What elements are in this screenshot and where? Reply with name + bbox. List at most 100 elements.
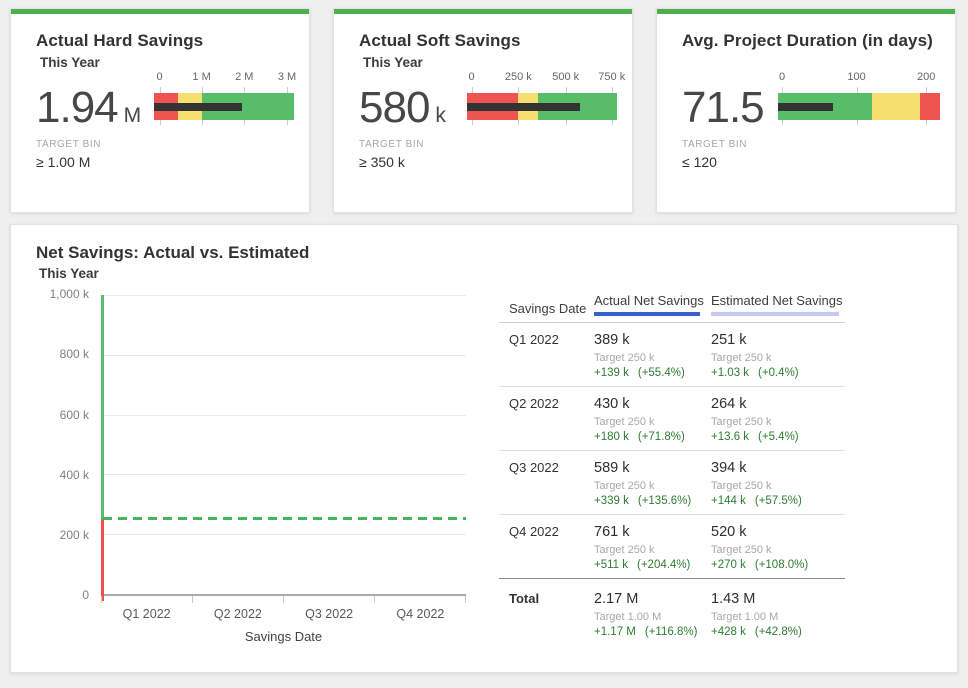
- row-period-label: Total: [509, 591, 540, 606]
- estimated-cell: 1.43 M Target 1.00 M +428 k (+42.8%): [711, 591, 845, 649]
- bullet-chart[interactable]: 0 250 k 500 k 750 k: [467, 71, 625, 129]
- card-accent-strip: [657, 9, 955, 14]
- estimated-cell: 520 k Target 250 k +270 k (+108.0%): [711, 524, 845, 578]
- actual-cell: 389 k Target 250 k +139 k (+55.4%): [594, 332, 711, 386]
- x-axis-labels: Q1 2022 Q2 2022 Q3 2022 Q4 2022: [101, 607, 466, 621]
- estimated-series-legend-swatch: [711, 312, 839, 316]
- estimated-target: Target 250 k: [711, 544, 772, 556]
- bullet-tick-label: 3 M: [277, 71, 297, 83]
- kpi-value: 1.94 M: [36, 83, 141, 133]
- actual-cell: 430 k Target 250 k +180 k (+71.8%): [594, 396, 711, 450]
- table-header-row: Savings Date Actual Net Savings Estimate…: [499, 293, 845, 323]
- card-title: Actual Hard Savings: [36, 31, 204, 50]
- card-accent-strip: [11, 9, 309, 14]
- gridline: [101, 474, 466, 476]
- gridline: [101, 295, 466, 296]
- actual-value: 2.17 M: [594, 591, 639, 607]
- estimated-target: Target 250 k: [711, 480, 772, 492]
- bullet-band-warn: [871, 93, 920, 120]
- bullet-tick-label: 1 M: [192, 71, 211, 83]
- row-period-label: Q3 2022: [509, 460, 559, 475]
- target-bin-value: ≥ 350 k: [359, 154, 405, 170]
- bullet-measure-bar: [778, 103, 834, 111]
- estimated-target: Target 250 k: [711, 352, 772, 364]
- x-axis-tick-label: Q3 2022: [305, 607, 354, 621]
- bullet-tick-label: 2 M: [235, 71, 254, 83]
- gridline: [101, 534, 466, 536]
- x-axis-tick-label: Q4 2022: [396, 607, 445, 621]
- actual-delta: +511 k (+204.4%): [594, 559, 691, 571]
- net-savings-table: Savings Date Actual Net Savings Estimate…: [499, 293, 845, 649]
- kpi-value-number: 1.94: [36, 83, 119, 132]
- bullet-chart[interactable]: 0 100 200: [778, 71, 940, 129]
- estimated-target: Target 1.00 M: [711, 611, 779, 623]
- x-axis-tick-label: Q2 2022: [213, 607, 262, 621]
- bullet-tick-label: 200: [917, 71, 936, 83]
- x-axis-tick-mark: [283, 596, 284, 603]
- table-row-q1[interactable]: Q1 2022 389 k Target 250 k +139 k (+55.4%…: [499, 323, 845, 387]
- estimated-delta: +270 k (+108.0%): [711, 559, 809, 571]
- bullet-chart[interactable]: 0 1 M 2 M 3 M: [154, 71, 297, 129]
- bullet-tick-label: 0: [778, 71, 786, 83]
- target-bin-value: ≥ 1.00 M: [36, 154, 91, 170]
- gridline: [101, 414, 466, 416]
- estimated-value: 251 k: [711, 332, 747, 348]
- table-row-q4[interactable]: Q4 2022 761 k Target 250 k +511 k (+204.4…: [499, 515, 845, 579]
- y-axis-tick-label: 0: [82, 588, 89, 602]
- actual-delta: +339 k (+135.6%): [594, 495, 692, 507]
- actual-target: Target 250 k: [594, 480, 655, 492]
- x-axis-tick-label: Q1 2022: [122, 607, 171, 621]
- bullet-tick-label: 750 k: [598, 71, 626, 83]
- actual-value: 430 k: [594, 396, 630, 412]
- estimated-delta: +1.03 k (+0.4%): [711, 367, 799, 379]
- target-bin-value: ≤ 120: [682, 154, 717, 170]
- column-header-actual: Actual Net Savings: [594, 293, 711, 316]
- bullet-tick-label: 100: [847, 71, 866, 83]
- bullet-tick-label: 0: [468, 71, 475, 83]
- kpi-card-actual-soft-savings: Actual Soft Savings This Year 580 k 0 25…: [333, 8, 633, 213]
- estimated-cell: 264 k Target 250 k +13.6 k (+5.4%): [711, 396, 845, 450]
- estimated-delta: +144 k (+57.5%): [711, 495, 802, 507]
- actual-value: 761 k: [594, 524, 630, 540]
- y-axis-tick-label: 400 k: [59, 468, 89, 482]
- bullet-measure-bar: [154, 103, 242, 111]
- estimated-delta: +428 k (+42.8%): [711, 626, 802, 638]
- y-axis-below-target: [101, 519, 104, 601]
- kpi-card-avg-project-duration: Avg. Project Duration (in days) 71.5 0 1…: [656, 8, 956, 213]
- actual-delta: +180 k (+71.8%): [594, 431, 685, 443]
- target-bin-label: TARGET BIN: [682, 139, 748, 150]
- kpi-value-unit: k: [435, 104, 446, 127]
- table-row-total[interactable]: Total 2.17 M Target 1.00 M +1.17 M (+116.…: [499, 579, 845, 649]
- bullet-measure-bar: [467, 103, 581, 111]
- y-axis-above-target: [101, 295, 104, 520]
- target-line: [103, 517, 466, 520]
- estimated-value: 520 k: [711, 524, 747, 540]
- card-title: Actual Soft Savings: [359, 31, 521, 50]
- kpi-value-unit: M: [123, 104, 142, 127]
- column-header-estimated: Estimated Net Savings: [711, 293, 845, 316]
- actual-cell: 761 k Target 250 k +511 k (+204.4%): [594, 524, 711, 578]
- card-subtitle: This Year: [363, 55, 423, 70]
- bullet-tick-label: 250 k: [504, 71, 532, 83]
- row-period-label: Q2 2022: [509, 396, 559, 411]
- estimated-value: 1.43 M: [711, 591, 756, 607]
- card-accent-strip: [334, 9, 632, 14]
- actual-target: Target 250 k: [594, 352, 655, 364]
- x-axis-tick-mark: [101, 596, 102, 603]
- x-axis-tick-mark: [465, 596, 466, 603]
- card-subtitle: This Year: [40, 55, 100, 70]
- actual-value: 589 k: [594, 460, 630, 476]
- table-row-q2[interactable]: Q2 2022 430 k Target 250 k +180 k (+71.8%…: [499, 387, 845, 451]
- bullet-band-bad: [919, 93, 940, 120]
- actual-series-legend-swatch: [594, 312, 700, 316]
- estimated-value: 394 k: [711, 460, 747, 476]
- table-row-q3[interactable]: Q3 2022 589 k Target 250 k +339 k (+135.6…: [499, 451, 845, 515]
- net-savings-panel: Net Savings: Actual vs. Estimated This Y…: [10, 224, 958, 673]
- x-axis-tick-mark: [192, 596, 193, 603]
- y-axis-tick-label: 1,000 k: [49, 287, 89, 301]
- actual-value: 389 k: [594, 332, 630, 348]
- gridline: [101, 354, 466, 356]
- bullet-tick-label: 0: [156, 71, 163, 83]
- x-axis-tick-mark: [374, 596, 375, 603]
